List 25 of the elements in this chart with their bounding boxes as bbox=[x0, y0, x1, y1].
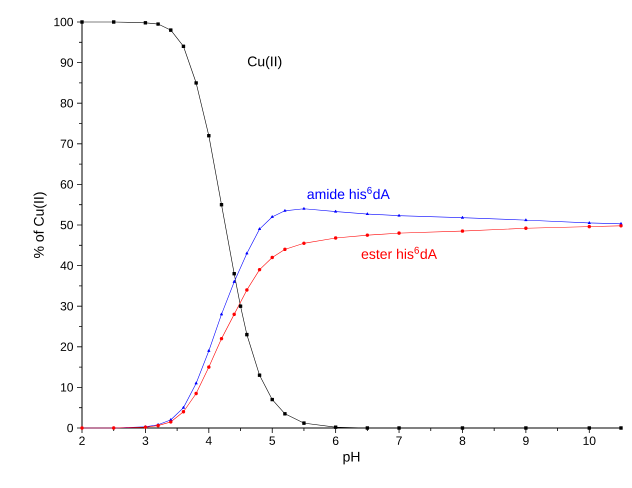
y-tick-label: 20 bbox=[60, 342, 73, 352]
x-tick-label: 8 bbox=[460, 436, 466, 446]
x-axis-title: pH bbox=[343, 452, 360, 464]
y-tick-label: 0 bbox=[67, 424, 74, 432]
x-tick-label: 2 bbox=[79, 436, 85, 445]
y-tick-label: 40 bbox=[60, 261, 73, 270]
y-tick-label: 10 bbox=[61, 383, 73, 392]
series-label: amide his$^{6}$dA bbox=[307, 186, 390, 200]
x-tick-label: 6 bbox=[332, 436, 338, 446]
text: Cu(II) bbox=[248, 56, 282, 70]
y-axis-title: % of Cu(II) bbox=[34, 192, 47, 258]
x-tick-label: 9 bbox=[523, 436, 529, 446]
y-tick-label: 50 bbox=[60, 220, 73, 230]
x-tick-label: 4 bbox=[206, 436, 212, 445]
y-tick-label: 100 bbox=[54, 18, 73, 26]
y-tick-label: 90 bbox=[60, 58, 73, 67]
y-tick-label: 80 bbox=[60, 98, 73, 108]
x-tick-label: 3 bbox=[142, 436, 148, 446]
y-tick-label: 30 bbox=[60, 302, 73, 310]
series-label: ester his$^{6}$dA bbox=[362, 246, 438, 260]
x-tick-label: 5 bbox=[269, 436, 276, 445]
x-tick-label: 7 bbox=[396, 436, 402, 445]
x-tick-label: 10 bbox=[584, 436, 596, 446]
y-tick-label: 60 bbox=[60, 180, 73, 189]
y-tick-label: 70 bbox=[60, 140, 73, 148]
